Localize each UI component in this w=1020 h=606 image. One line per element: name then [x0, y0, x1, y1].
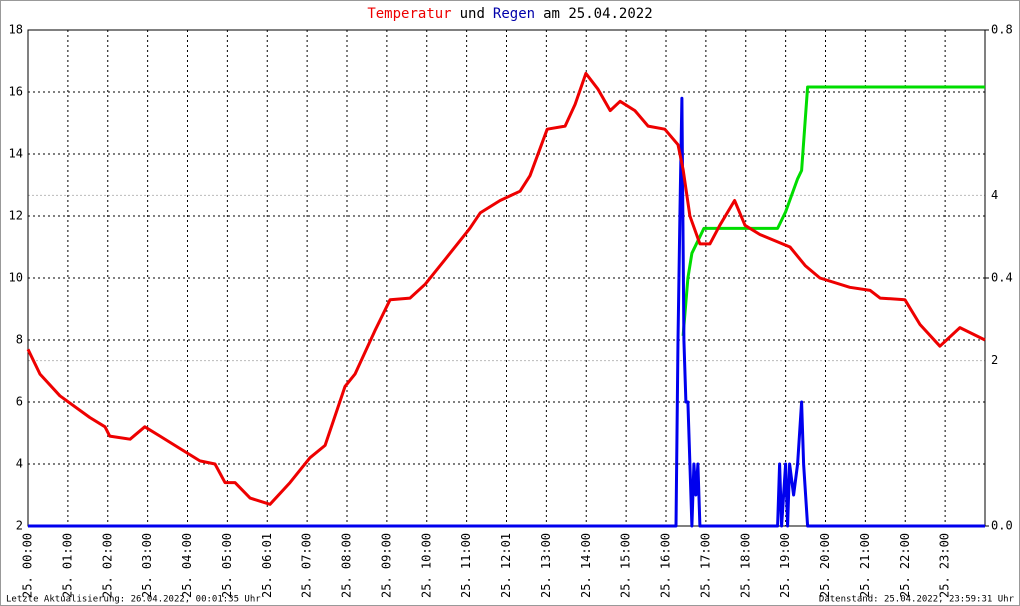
x-tick-label: 25. 08:00: [340, 533, 354, 598]
x-tick-label: 25. 23:00: [938, 533, 952, 598]
y3-tick-label: 2: [991, 353, 998, 367]
y2-tick-label: 0.8: [991, 23, 1013, 37]
x-tick-label: 25. 12:01: [499, 533, 513, 598]
y2-tick-label: 0.4: [991, 271, 1013, 285]
x-tick-label: 25. 16:00: [659, 533, 673, 598]
y-tick-label: 2: [16, 519, 23, 533]
title-part: am 25.04.2022: [543, 6, 653, 22]
y-tick-label: 4: [16, 457, 23, 471]
x-tick-label: 25. 21:00: [858, 533, 872, 598]
series-line: [26, 71, 986, 506]
x-tick-label: 25. 04:00: [180, 533, 194, 598]
x-tick-label: 25. 13:00: [539, 533, 553, 598]
chart-title: Temperatur und Regen am 25.04.2022: [367, 6, 652, 22]
footer-left: Letzte Aktualisierung: 26.04.2022, 00:01…: [6, 595, 261, 605]
title-part: und: [460, 6, 485, 22]
x-tick-label: 25. 01:00: [60, 533, 74, 598]
y-tick-label: 16: [9, 85, 23, 99]
y-tick-label: 10: [9, 271, 23, 285]
series-line: [681, 85, 985, 337]
y2-tick-label: 0.0: [991, 519, 1013, 533]
y-tick-label: 6: [16, 395, 23, 409]
x-tick-label: 25. 00:00: [21, 533, 35, 598]
x-tick-label: 25. 17:00: [698, 533, 712, 598]
x-tick-label: 25. 05:00: [220, 533, 234, 598]
x-tick-label: 25. 22:00: [898, 533, 912, 598]
x-tick-label: 25. 18:00: [738, 533, 752, 598]
title-part: Regen: [493, 6, 535, 22]
x-tick-label: 25. 06:01: [260, 533, 274, 598]
title-part: Temperatur: [367, 6, 451, 22]
series-line: [28, 96, 985, 528]
y-tick-label: 14: [9, 147, 23, 161]
y3-tick-label: 4: [991, 188, 998, 202]
x-tick-label: 25. 10:00: [419, 533, 433, 598]
x-tick-label: 25. 15:00: [619, 533, 633, 598]
x-tick-label: 25. 19:00: [778, 533, 792, 598]
x-tick-label: 25. 14:00: [579, 533, 593, 598]
footer-right: Datenstand: 25.04.2022, 23:59:31 Uhr: [819, 595, 1015, 605]
y-tick-label: 18: [9, 23, 23, 37]
x-tick-label: 25. 07:00: [300, 533, 314, 598]
x-tick-label: 25. 03:00: [140, 533, 154, 598]
y-tick-label: 8: [16, 333, 23, 347]
x-tick-label: 25. 20:00: [818, 533, 832, 598]
x-tick-label: 25. 02:00: [100, 533, 114, 598]
y-tick-label: 12: [9, 209, 23, 223]
x-tick-label: 25. 11:00: [459, 533, 473, 598]
x-tick-label: 25. 09:00: [379, 533, 393, 598]
